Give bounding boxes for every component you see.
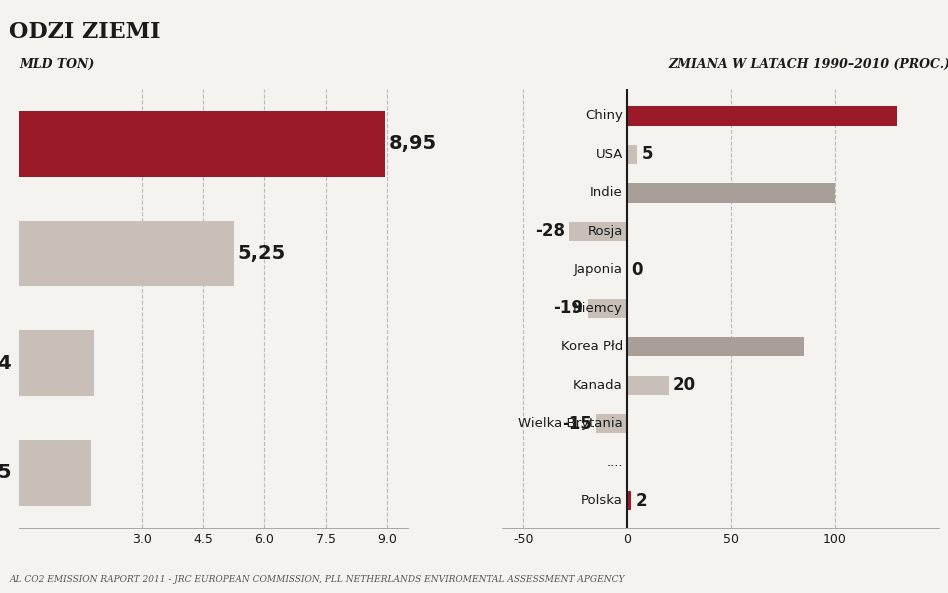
Bar: [596, 415, 627, 433]
Bar: [627, 106, 897, 126]
Bar: [19, 440, 91, 506]
Bar: [19, 330, 94, 396]
Text: ODZI ZIEMI: ODZI ZIEMI: [9, 21, 161, 43]
Bar: [627, 145, 637, 164]
Text: -19: -19: [554, 299, 583, 317]
Text: 20: 20: [673, 377, 696, 394]
Text: 5,25: 5,25: [238, 244, 286, 263]
Text: ZMIANA W LATACH 1990–2010 (PROC.): ZMIANA W LATACH 1990–2010 (PROC.): [668, 58, 948, 71]
Bar: [627, 183, 834, 202]
Text: Japonia: Japonia: [574, 263, 623, 276]
Text: Wielka Brytania: Wielka Brytania: [519, 417, 623, 431]
Text: Korea Płd: Korea Płd: [560, 340, 623, 353]
Text: Indie: Indie: [591, 186, 623, 199]
Text: ,84: ,84: [0, 353, 13, 373]
Bar: [19, 111, 385, 177]
Text: USA: USA: [595, 148, 623, 161]
Text: -28: -28: [535, 222, 565, 240]
Text: MLD TON): MLD TON): [19, 58, 94, 71]
Text: 8,95: 8,95: [389, 134, 436, 154]
Text: Niemcy: Niemcy: [573, 302, 623, 315]
Text: AL CO2 EMISSION RAPORT 2011 - JRC EUROPEAN COMMISSION, PLL NETHERLANDS ENVIROMEN: AL CO2 EMISSION RAPORT 2011 - JRC EUROPE…: [9, 575, 625, 584]
Bar: [588, 299, 627, 318]
Text: ....: ....: [607, 456, 623, 469]
Text: 0: 0: [631, 261, 643, 279]
Text: Chiny: Chiny: [585, 109, 623, 122]
Bar: [627, 491, 631, 511]
Bar: [627, 337, 804, 356]
Text: 5: 5: [642, 145, 653, 164]
Bar: [569, 222, 627, 241]
Text: -15: -15: [562, 415, 592, 433]
Text: Kanada: Kanada: [574, 379, 623, 392]
Text: Rosja: Rosja: [588, 225, 623, 238]
Text: 2: 2: [635, 492, 647, 510]
Bar: [19, 221, 234, 286]
Bar: [627, 376, 668, 395]
Text: Polska: Polska: [581, 495, 623, 508]
Text: ,75: ,75: [0, 463, 13, 483]
